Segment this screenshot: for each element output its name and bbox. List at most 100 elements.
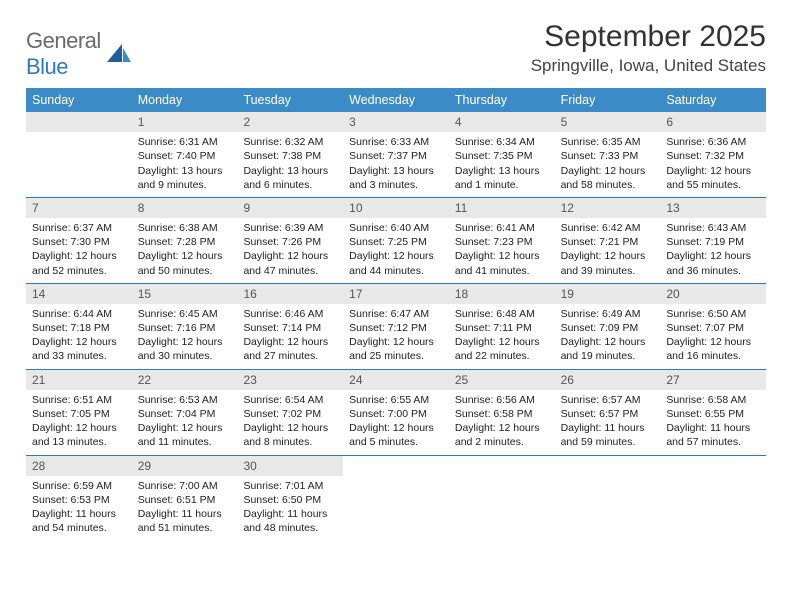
sunrise-text: Sunrise: 6:56 AM bbox=[455, 393, 549, 407]
sunset-text: Sunset: 7:35 PM bbox=[455, 149, 549, 163]
day-body: Sunrise: 6:37 AMSunset: 7:30 PMDaylight:… bbox=[26, 218, 132, 283]
sunset-text: Sunset: 7:05 PM bbox=[32, 407, 126, 421]
day-body: Sunrise: 6:42 AMSunset: 7:21 PMDaylight:… bbox=[555, 218, 661, 283]
daylight-text: Daylight: 12 hours and 11 minutes. bbox=[138, 421, 232, 449]
sunrise-text: Sunrise: 6:44 AM bbox=[32, 307, 126, 321]
sunrise-text: Sunrise: 6:43 AM bbox=[666, 221, 760, 235]
daylight-text: Daylight: 12 hours and 50 minutes. bbox=[138, 249, 232, 277]
sunset-text: Sunset: 7:38 PM bbox=[243, 149, 337, 163]
daylight-text: Daylight: 12 hours and 47 minutes. bbox=[243, 249, 337, 277]
sunset-text: Sunset: 7:33 PM bbox=[561, 149, 655, 163]
day-number: 4 bbox=[449, 112, 555, 132]
day-number: 7 bbox=[26, 198, 132, 218]
day-body: Sunrise: 6:34 AMSunset: 7:35 PMDaylight:… bbox=[449, 132, 555, 197]
sunset-text: Sunset: 7:04 PM bbox=[138, 407, 232, 421]
sunset-text: Sunset: 6:55 PM bbox=[666, 407, 760, 421]
sunrise-text: Sunrise: 6:35 AM bbox=[561, 135, 655, 149]
daylight-text: Daylight: 11 hours and 54 minutes. bbox=[32, 507, 126, 535]
daylight-text: Daylight: 11 hours and 51 minutes. bbox=[138, 507, 232, 535]
day-cell: 30Sunrise: 7:01 AMSunset: 6:50 PMDayligh… bbox=[237, 456, 343, 541]
sunset-text: Sunset: 7:16 PM bbox=[138, 321, 232, 335]
day-body: Sunrise: 6:58 AMSunset: 6:55 PMDaylight:… bbox=[660, 390, 766, 455]
day-body: Sunrise: 6:32 AMSunset: 7:38 PMDaylight:… bbox=[237, 132, 343, 197]
sunrise-text: Sunrise: 6:40 AM bbox=[349, 221, 443, 235]
day-cell: 4Sunrise: 6:34 AMSunset: 7:35 PMDaylight… bbox=[449, 112, 555, 197]
day-body: Sunrise: 6:48 AMSunset: 7:11 PMDaylight:… bbox=[449, 304, 555, 369]
daylight-text: Daylight: 12 hours and 44 minutes. bbox=[349, 249, 443, 277]
daylight-text: Daylight: 12 hours and 5 minutes. bbox=[349, 421, 443, 449]
day-number: 19 bbox=[555, 284, 661, 304]
day-cell: 5Sunrise: 6:35 AMSunset: 7:33 PMDaylight… bbox=[555, 112, 661, 197]
sunrise-text: Sunrise: 6:53 AM bbox=[138, 393, 232, 407]
weekday-header: Thursday bbox=[449, 88, 555, 112]
day-number: 27 bbox=[660, 370, 766, 390]
sunset-text: Sunset: 7:28 PM bbox=[138, 235, 232, 249]
day-number: 24 bbox=[343, 370, 449, 390]
weekday-header: Monday bbox=[132, 88, 238, 112]
day-cell: 21Sunrise: 6:51 AMSunset: 7:05 PMDayligh… bbox=[26, 370, 132, 455]
day-cell: 25Sunrise: 6:56 AMSunset: 6:58 PMDayligh… bbox=[449, 370, 555, 455]
day-body: Sunrise: 6:31 AMSunset: 7:40 PMDaylight:… bbox=[132, 132, 238, 197]
day-cell: 2Sunrise: 6:32 AMSunset: 7:38 PMDaylight… bbox=[237, 112, 343, 197]
sunset-text: Sunset: 7:26 PM bbox=[243, 235, 337, 249]
daylight-text: Daylight: 12 hours and 33 minutes. bbox=[32, 335, 126, 363]
day-number: 11 bbox=[449, 198, 555, 218]
day-cell: 11Sunrise: 6:41 AMSunset: 7:23 PMDayligh… bbox=[449, 198, 555, 283]
day-body: Sunrise: 6:41 AMSunset: 7:23 PMDaylight:… bbox=[449, 218, 555, 283]
sunset-text: Sunset: 6:51 PM bbox=[138, 493, 232, 507]
day-number: 14 bbox=[26, 284, 132, 304]
sunrise-text: Sunrise: 6:31 AM bbox=[138, 135, 232, 149]
daylight-text: Daylight: 12 hours and 30 minutes. bbox=[138, 335, 232, 363]
sunrise-text: Sunrise: 6:37 AM bbox=[32, 221, 126, 235]
sunrise-text: Sunrise: 6:50 AM bbox=[666, 307, 760, 321]
day-cell bbox=[555, 456, 661, 541]
day-body: Sunrise: 6:46 AMSunset: 7:14 PMDaylight:… bbox=[237, 304, 343, 369]
day-body: Sunrise: 7:01 AMSunset: 6:50 PMDaylight:… bbox=[237, 476, 343, 541]
logo-text: General Blue bbox=[26, 28, 101, 80]
sunset-text: Sunset: 7:32 PM bbox=[666, 149, 760, 163]
sunset-text: Sunset: 7:14 PM bbox=[243, 321, 337, 335]
day-body: Sunrise: 6:50 AMSunset: 7:07 PMDaylight:… bbox=[660, 304, 766, 369]
day-body: Sunrise: 6:49 AMSunset: 7:09 PMDaylight:… bbox=[555, 304, 661, 369]
day-cell: 8 Sunrise: 6:38 AMSunset: 7:28 PMDaylight… bbox=[132, 198, 238, 283]
day-number: 25 bbox=[449, 370, 555, 390]
sunset-text: Sunset: 6:58 PM bbox=[455, 407, 549, 421]
daylight-text: Daylight: 12 hours and 16 minutes. bbox=[666, 335, 760, 363]
day-body: Sunrise: 6:54 AMSunset: 7:02 PMDaylight:… bbox=[237, 390, 343, 455]
daylight-text: Daylight: 13 hours and 9 minutes. bbox=[138, 164, 232, 192]
day-cell: 27Sunrise: 6:58 AMSunset: 6:55 PMDayligh… bbox=[660, 370, 766, 455]
sunset-text: Sunset: 7:19 PM bbox=[666, 235, 760, 249]
day-cell bbox=[26, 112, 132, 197]
weekday-header: Sunday bbox=[26, 88, 132, 112]
day-number: 30 bbox=[237, 456, 343, 476]
daylight-text: Daylight: 13 hours and 6 minutes. bbox=[243, 164, 337, 192]
location: Springville, Iowa, United States bbox=[531, 56, 766, 76]
weeks-container: 1Sunrise: 6:31 AMSunset: 7:40 PMDaylight… bbox=[26, 112, 766, 540]
sunrise-text: Sunrise: 6:39 AM bbox=[243, 221, 337, 235]
sunrise-text: Sunrise: 6:54 AM bbox=[243, 393, 337, 407]
daylight-text: Daylight: 12 hours and 41 minutes. bbox=[455, 249, 549, 277]
day-number: 26 bbox=[555, 370, 661, 390]
sunrise-text: Sunrise: 6:45 AM bbox=[138, 307, 232, 321]
sunrise-text: Sunrise: 6:58 AM bbox=[666, 393, 760, 407]
day-cell: 13Sunrise: 6:43 AMSunset: 7:19 PMDayligh… bbox=[660, 198, 766, 283]
weekday-header-row: SundayMondayTuesdayWednesdayThursdayFrid… bbox=[26, 88, 766, 112]
daylight-text: Daylight: 12 hours and 36 minutes. bbox=[666, 249, 760, 277]
daylight-text: Daylight: 12 hours and 27 minutes. bbox=[243, 335, 337, 363]
week-row: 21Sunrise: 6:51 AMSunset: 7:05 PMDayligh… bbox=[26, 370, 766, 456]
sunrise-text: Sunrise: 6:32 AM bbox=[243, 135, 337, 149]
day-cell: 1Sunrise: 6:31 AMSunset: 7:40 PMDaylight… bbox=[132, 112, 238, 197]
calendar: SundayMondayTuesdayWednesdayThursdayFrid… bbox=[26, 88, 766, 540]
day-cell: 26Sunrise: 6:57 AMSunset: 6:57 PMDayligh… bbox=[555, 370, 661, 455]
day-body: Sunrise: 6:39 AMSunset: 7:26 PMDaylight:… bbox=[237, 218, 343, 283]
sunrise-text: Sunrise: 6:38 AM bbox=[138, 221, 232, 235]
week-row: 1Sunrise: 6:31 AMSunset: 7:40 PMDaylight… bbox=[26, 112, 766, 198]
day-number: 8 bbox=[132, 198, 238, 218]
daylight-text: Daylight: 12 hours and 19 minutes. bbox=[561, 335, 655, 363]
day-number: 17 bbox=[343, 284, 449, 304]
daylight-text: Daylight: 12 hours and 8 minutes. bbox=[243, 421, 337, 449]
day-body: Sunrise: 7:00 AMSunset: 6:51 PMDaylight:… bbox=[132, 476, 238, 541]
sunset-text: Sunset: 6:50 PM bbox=[243, 493, 337, 507]
sunrise-text: Sunrise: 7:00 AM bbox=[138, 479, 232, 493]
sunset-text: Sunset: 7:30 PM bbox=[32, 235, 126, 249]
